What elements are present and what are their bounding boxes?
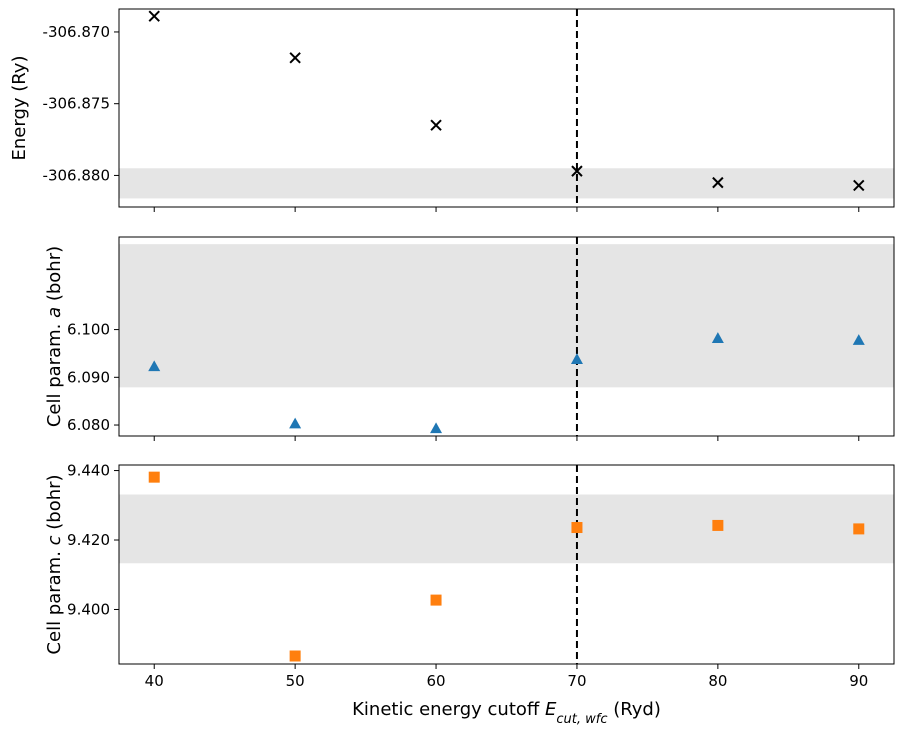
data-point xyxy=(570,353,583,364)
data-point xyxy=(712,176,724,189)
data-point xyxy=(148,10,160,22)
data-point xyxy=(853,523,865,535)
x-tick-label: 90 xyxy=(849,672,868,690)
plot-frame xyxy=(118,236,895,437)
x-tick-label: 70 xyxy=(567,672,586,690)
y-tick-label: 6.090 xyxy=(67,368,110,386)
data-point-stroke xyxy=(148,10,160,22)
x-axis-label: Kinetic energy cutoff Ecut, wfc (Ryd) xyxy=(352,699,661,727)
data-point xyxy=(852,334,865,345)
data-point xyxy=(289,417,302,429)
y-tick-label: 9.420 xyxy=(67,531,110,549)
y-tick-label: -306.880 xyxy=(43,166,110,184)
tolerance-band xyxy=(119,168,894,199)
y-tick-label: 9.440 xyxy=(67,462,110,480)
tolerance-band xyxy=(119,494,894,564)
panel-1: -306.870 -306.875 -306.880 Energy (Ry) xyxy=(9,8,895,212)
y-axis-label: Energy (Ry) xyxy=(9,56,30,161)
y-tick-label: -306.875 xyxy=(43,95,110,113)
data-point xyxy=(853,179,865,192)
data-point xyxy=(289,52,301,64)
data-point xyxy=(712,519,724,531)
plot-frame xyxy=(118,464,895,665)
data-point xyxy=(571,165,583,177)
data-point xyxy=(289,650,301,662)
data-point xyxy=(148,471,160,483)
y-tick-label: 6.080 xyxy=(67,416,110,434)
data-point xyxy=(148,360,161,372)
tolerance-band xyxy=(119,244,894,388)
y-tick-label: 9.400 xyxy=(67,600,110,618)
y-tick-label: -306.870 xyxy=(43,23,110,41)
x-tick-label: 50 xyxy=(286,672,305,690)
data-point xyxy=(430,594,442,606)
data-point-stroke xyxy=(712,176,724,189)
x-tick-label: 80 xyxy=(708,672,727,690)
data-point-stroke xyxy=(853,179,865,192)
y-axis-label: Cell param. a (bohr) xyxy=(44,246,65,427)
y-tick-label: 6.100 xyxy=(67,321,110,339)
data-point-stroke xyxy=(430,119,442,131)
data-point xyxy=(571,522,583,534)
data-point-stroke xyxy=(571,165,583,177)
data-point xyxy=(430,119,442,131)
plot-frame xyxy=(118,8,895,208)
y-axis-label: Cell param. c (bohr) xyxy=(44,474,65,654)
data-point-stroke xyxy=(289,52,301,64)
x-tick-label: 40 xyxy=(145,672,164,690)
data-point xyxy=(430,422,443,434)
x-tick-label: 60 xyxy=(426,672,445,690)
data-point xyxy=(711,332,724,343)
